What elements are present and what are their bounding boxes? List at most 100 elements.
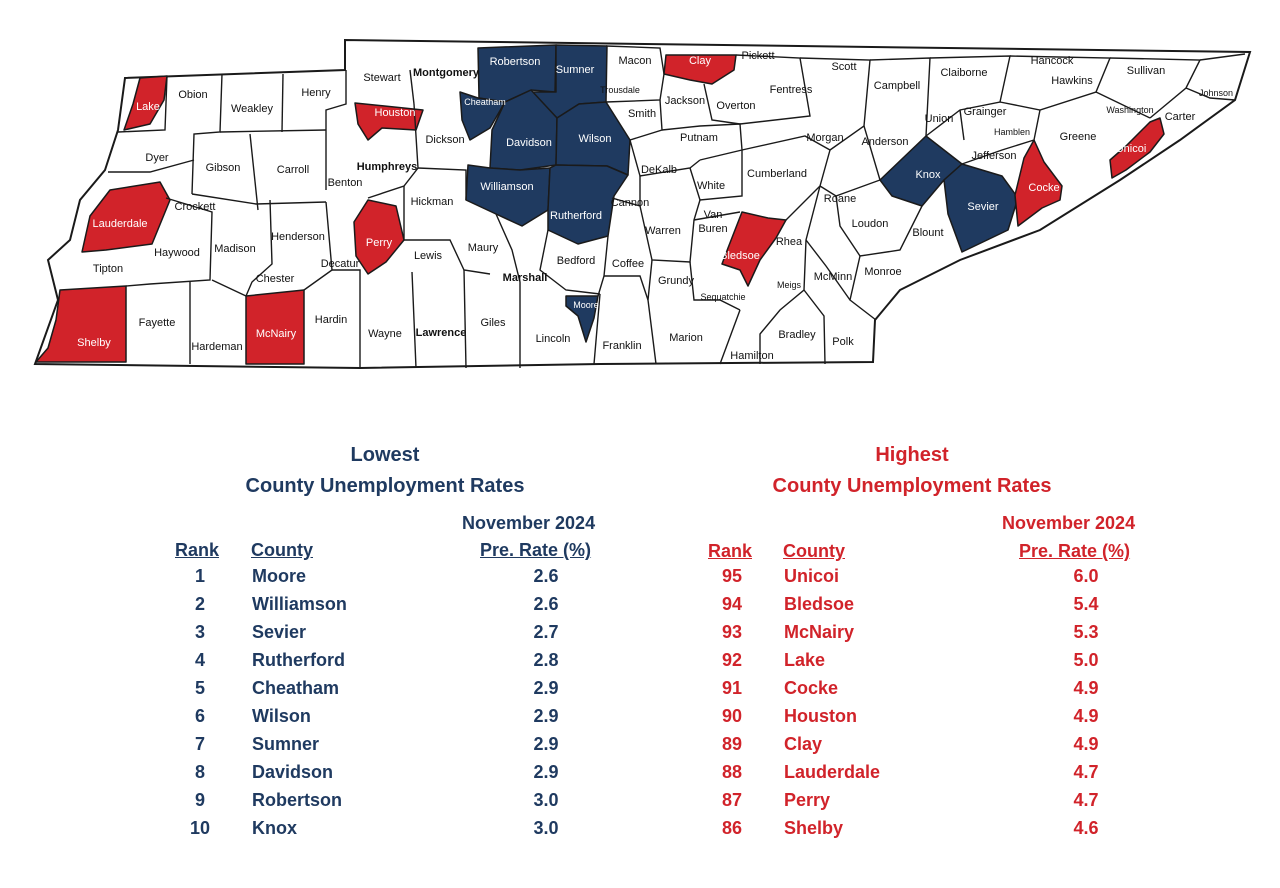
tennessee-county-map: Lake Obion Weakley Henry Stewart Montgomery Ro…	[33, 38, 1252, 370]
county-shape-bledsoe	[721, 211, 787, 287]
county-label-van-buren: Van Buren	[698, 209, 727, 235]
highest-rate: 5.4	[1073, 594, 1099, 614]
county-label-morgan: Morgan	[806, 132, 843, 144]
county-label-chester: Chester	[256, 273, 295, 285]
highest-rank: 93	[721, 622, 743, 642]
county-label-loudon: Loudon	[852, 218, 889, 230]
county-label-greene: Greene	[1060, 131, 1097, 143]
lowest-rate: 2.9	[533, 706, 559, 726]
highest-rank: 91	[721, 678, 743, 698]
lowest-county: Robertson	[252, 790, 342, 810]
lowest-county: Wilson	[252, 706, 311, 726]
county-label-cocke: Cocke	[1028, 182, 1059, 194]
county-label-benton: Benton	[328, 177, 363, 189]
county-label-jackson: Jackson	[665, 95, 705, 107]
highest-county: Lauderdale	[784, 762, 881, 782]
county-label-unicoi: Unicoi	[1116, 143, 1147, 155]
county-label-weakley: Weakley	[231, 103, 273, 115]
lowest-county: Williamson	[252, 594, 347, 614]
lowest-rate: 2.8	[533, 650, 559, 670]
county-label-hardeman: Hardeman	[191, 341, 242, 353]
highest-title-line1: Highest	[875, 444, 949, 466]
lowest-rank: 8	[194, 762, 205, 782]
lowest-county: Sumner	[252, 734, 320, 754]
highest-rank: 92	[721, 650, 743, 670]
highest-rate: 4.9	[1073, 734, 1099, 754]
county-label-macon: Macon	[618, 55, 651, 67]
county-label-hawkins: Hawkins	[1051, 75, 1093, 87]
highest-rank: 90	[721, 706, 743, 726]
highest-county: Unicoi	[784, 566, 840, 586]
county-label-mcminn: McMinn	[814, 271, 853, 283]
county-label-obion: Obion	[178, 89, 207, 101]
lowest-rate: 3.0	[533, 818, 559, 838]
county-label-bedford: Bedford	[557, 255, 596, 267]
county-label-blount: Blount	[912, 227, 943, 239]
county-label-anderson: Anderson	[861, 136, 908, 148]
lowest-rank: 4	[194, 650, 205, 670]
lowest-rank: 1	[194, 566, 205, 586]
county-shape-cheatham	[459, 91, 506, 141]
lowest-rank: 10	[189, 818, 211, 838]
lowest-title-line2: County Unemployment Rates	[245, 475, 525, 497]
county-label-sullivan: Sullivan	[1127, 65, 1166, 77]
county-label-sumner: Sumner	[556, 64, 595, 76]
lowest-county: Knox	[252, 818, 297, 838]
county-label-hamblen: Hamblen	[994, 127, 1030, 137]
county-label-marion: Marion	[669, 332, 703, 344]
county-label-stewart: Stewart	[363, 72, 400, 84]
county-label-coffee: Coffee	[612, 258, 644, 270]
highest-rate: 5.3	[1073, 622, 1099, 642]
highest-rate: 4.7	[1073, 762, 1099, 782]
county-label-hamilton: Hamilton	[730, 350, 773, 362]
county-label-carroll: Carroll	[277, 164, 309, 176]
county-label-smith: Smith	[628, 108, 656, 120]
county-label-cheatham: Cheatham	[464, 97, 506, 107]
county-label-meigs: Meigs	[777, 280, 802, 290]
county-label-roane: Roane	[824, 193, 856, 205]
lowest-panel: Lowest County Unemployment Rates Novembe…	[170, 440, 620, 838]
county-label-lawrence: Lawrence	[416, 327, 467, 339]
highest-panel: Highest County Unemployment Rates Novemb…	[702, 440, 1172, 838]
lowest-county: Sevier	[252, 622, 307, 642]
highest-county: McNairy	[784, 622, 855, 642]
highest-rate-header: Pre. Rate (%)	[1019, 541, 1131, 561]
county-label-franklin: Franklin	[602, 340, 641, 352]
county-label-carter: Carter	[1165, 111, 1196, 123]
highest-rank: 89	[721, 734, 743, 754]
highest-rate: 4.7	[1073, 790, 1099, 810]
county-label-hancock: Hancock	[1031, 55, 1074, 67]
highest-title: Highest County Unemployment Rates	[702, 440, 1122, 502]
county-label-putnam: Putnam	[680, 132, 718, 144]
highest-county: Clay	[784, 734, 823, 754]
lowest-title: Lowest County Unemployment Rates	[170, 440, 600, 502]
county-label-lewis: Lewis	[414, 250, 443, 262]
lowest-rank: 9	[194, 790, 205, 810]
county-label-madison: Madison	[214, 243, 256, 255]
highest-title-line2: County Unemployment Rates	[772, 475, 1052, 497]
lowest-rank: 7	[194, 734, 205, 754]
county-label-grundy: Grundy	[658, 275, 695, 287]
county-label-marshall: Marshall	[503, 272, 548, 284]
county-label-houston: Houston	[375, 107, 416, 119]
highest-rank: 94	[721, 594, 743, 614]
county-label-hickman: Hickman	[411, 196, 454, 208]
highest-county-header: County	[783, 541, 845, 561]
lowest-rate: 2.6	[533, 566, 559, 586]
county-label-sevier: Sevier	[967, 201, 999, 213]
county-label-humphreys: Humphreys	[357, 161, 418, 173]
lowest-county: Cheatham	[252, 678, 340, 698]
county-label-washington: Washington	[1106, 105, 1153, 115]
lowest-rate: 2.7	[533, 622, 559, 642]
lowest-rank: 2	[194, 594, 205, 614]
county-label-moore: Moore	[573, 300, 599, 310]
county-label-knox: Knox	[915, 169, 941, 181]
county-label-maury: Maury	[468, 242, 499, 254]
county-label-gibson: Gibson	[206, 162, 241, 174]
highest-rate: 4.9	[1073, 678, 1099, 698]
highest-county: Perry	[784, 790, 831, 810]
county-label-fentress: Fentress	[770, 84, 813, 96]
county-label-henderson: Henderson	[271, 231, 325, 243]
highest-rank: 87	[721, 790, 743, 810]
highest-rate: 6.0	[1073, 566, 1099, 586]
